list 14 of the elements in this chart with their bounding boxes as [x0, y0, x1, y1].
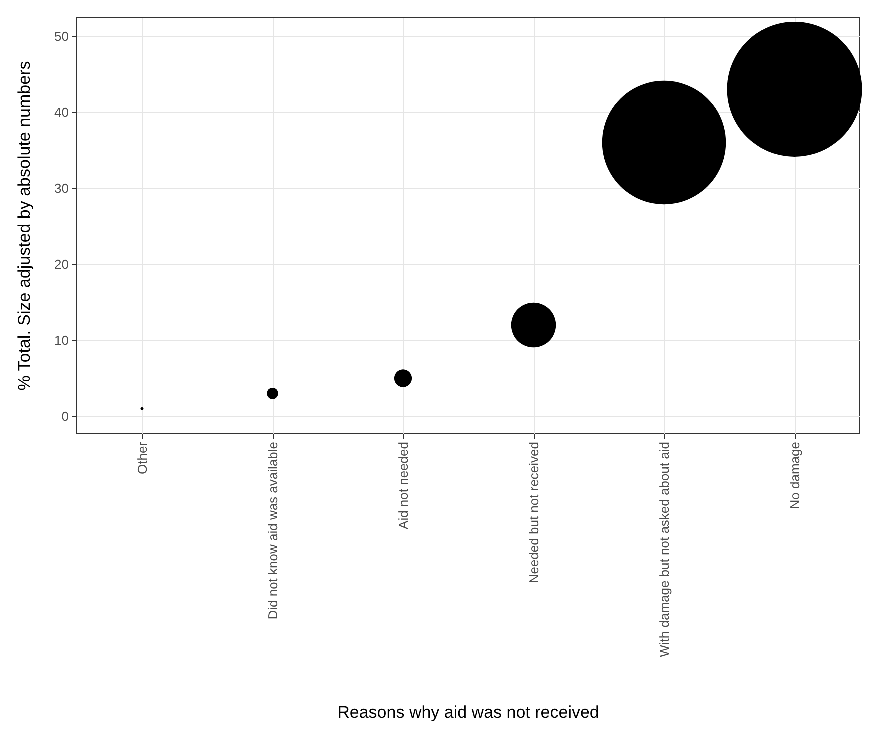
- y-tick-label: 0: [62, 409, 69, 424]
- y-tick-label: 20: [54, 256, 69, 272]
- y-tick-label: 40: [54, 104, 69, 120]
- y-axis-title: % Total. Size adjusted by absolute numbers: [15, 61, 34, 391]
- y-tick-label: 50: [54, 28, 69, 44]
- x-tick-label: Aid not needed: [396, 442, 411, 530]
- x-tick-label: Needed but not received: [526, 442, 542, 584]
- x-tick-label: Other: [134, 441, 150, 475]
- x-tick-label: With damage but not asked about aid: [656, 442, 672, 658]
- x-tick-label: Did not know aid was available: [265, 442, 280, 620]
- x-tick-label: No damage: [787, 442, 802, 510]
- x-axis-title: Reasons why aid was not received: [338, 703, 600, 722]
- y-tick-label: 10: [54, 332, 69, 348]
- y-tick-label: 30: [54, 180, 69, 196]
